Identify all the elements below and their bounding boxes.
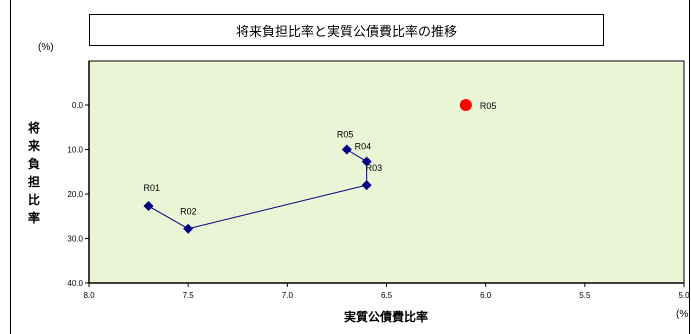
y-axis-label-char: 担	[28, 174, 40, 189]
right-border-line	[689, 0, 690, 334]
y-tick-label: 20.0	[67, 190, 83, 199]
data-point-label: R03	[366, 163, 383, 173]
data-point-label: R05	[337, 130, 354, 140]
y-axis-unit: (%)	[38, 42, 54, 53]
x-tick-label: 6.0	[480, 291, 492, 300]
data-point-marker	[361, 180, 372, 191]
data-point-label: R05	[480, 101, 497, 111]
x-tick-label: 7.5	[183, 291, 195, 300]
data-point-marker	[341, 144, 352, 155]
y-axis-label-char: 率	[28, 210, 40, 225]
y-axis-label-char: 来	[27, 138, 41, 153]
data-point-label: R04	[355, 142, 372, 152]
chart-title: 将来負担比率と実質公債費比率の推移	[89, 14, 604, 46]
y-tick-label: 0.0	[72, 101, 84, 110]
x-tick-label: 6.5	[381, 291, 393, 300]
data-point-marker	[459, 99, 472, 111]
y-axis-label-char: 負	[28, 156, 40, 171]
x-tick-label: 5.5	[579, 291, 591, 300]
data-point-marker	[361, 156, 372, 167]
left-border-line	[10, 0, 11, 334]
x-tick-label: 7.0	[282, 291, 294, 300]
data-point-label: R01	[144, 183, 161, 193]
x-tick-label: 8.0	[83, 291, 95, 300]
y-axis-label-char: 比	[28, 192, 40, 207]
x-axis-unit: (%	[676, 309, 688, 320]
data-point-label: R02	[180, 207, 197, 217]
y-tick-label: 40.0	[67, 279, 83, 288]
x-axis-label: 実質公債費比率	[344, 309, 428, 324]
y-tick-label: 10.0	[67, 146, 83, 155]
data-point-marker	[183, 223, 194, 234]
plot-area	[88, 60, 685, 284]
y-tick-label: 30.0	[67, 235, 83, 244]
data-point-marker	[143, 201, 154, 212]
y-axis-label-char: 将	[28, 120, 40, 135]
x-tick-label: 5.0	[678, 291, 690, 300]
